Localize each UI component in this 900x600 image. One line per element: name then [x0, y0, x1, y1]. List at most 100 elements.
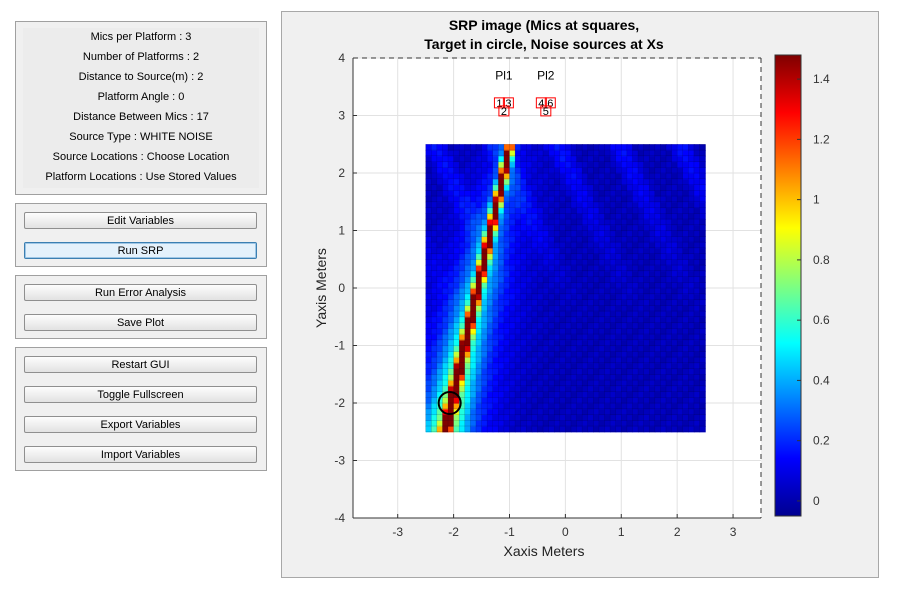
heatmap-cell [431, 253, 438, 260]
heatmap-cell [660, 270, 667, 278]
heatmap-cell [487, 328, 494, 335]
heatmap-cell [425, 414, 432, 421]
heatmap-cell [582, 178, 589, 186]
heatmap-cell [425, 270, 432, 278]
heatmap-cell [515, 316, 522, 324]
toggle-fullscreen-button[interactable]: Toggle Fullscreen [24, 386, 257, 403]
heatmap-cell [615, 236, 622, 243]
heatmap-cell [682, 380, 689, 387]
heatmap-cell [459, 201, 466, 209]
heatmap-cell [565, 207, 572, 214]
srp-plot[interactable]: SRP image (Mics at squares, Target in ci… [282, 12, 880, 579]
heatmap-cell [503, 150, 511, 157]
heatmap-cell [481, 167, 488, 174]
run-srp-button[interactable]: Run SRP [24, 242, 257, 259]
heatmap-cell [481, 242, 488, 249]
heatmap-cell [660, 403, 667, 410]
heatmap-cell [548, 144, 555, 151]
heatmap-cell [487, 299, 494, 306]
heatmap-cell [649, 184, 656, 191]
heatmap-cell [665, 230, 673, 237]
heatmap-cell [515, 397, 522, 404]
run-error-analysis-button[interactable]: Run Error Analysis [24, 284, 257, 301]
heatmap-cell [475, 196, 483, 203]
heatmap-cell [425, 259, 432, 266]
heatmap-cell [520, 247, 527, 255]
edit-variables-button[interactable]: Edit Variables [24, 212, 257, 229]
info-source-locations: Source Locations : Choose Location [52, 151, 230, 163]
heatmap-cell [693, 334, 701, 341]
heatmap-cell [682, 236, 689, 243]
heatmap-cell [526, 150, 533, 157]
heatmap-cell [632, 299, 639, 306]
heatmap-cell [459, 345, 466, 352]
heatmap-cell [531, 270, 539, 278]
heatmap-cell [643, 414, 650, 421]
heatmap-cell [531, 213, 539, 220]
heatmap-cell [537, 403, 544, 410]
heatmap-cell [498, 368, 505, 375]
heatmap-cell [503, 259, 511, 266]
heatmap-cell [436, 339, 444, 347]
heatmap-cell [475, 224, 483, 232]
heatmap-cell [699, 144, 706, 151]
heatmap-cell [587, 213, 594, 220]
heatmap-cell [565, 276, 572, 283]
heatmap-cell [570, 196, 578, 203]
heatmap-cell [554, 253, 561, 260]
heatmap-cell [649, 242, 656, 249]
heatmap-cell [503, 230, 511, 237]
heatmap-cell [665, 242, 673, 249]
heatmap-cell [576, 288, 583, 295]
heatmap-cell [610, 259, 617, 266]
heatmap-cell [459, 270, 466, 278]
heatmap-cell [498, 161, 505, 168]
heatmap-cell [671, 293, 678, 301]
heatmap-cell [475, 265, 483, 272]
restart-gui-button[interactable]: Restart GUI [24, 356, 257, 373]
heatmap-cell [453, 207, 460, 214]
heatmap-cell [621, 311, 628, 318]
heatmap-cell [498, 339, 505, 347]
heatmap-cell [677, 207, 684, 214]
heatmap-cell [543, 276, 550, 283]
heatmap-cell [565, 362, 572, 370]
heatmap-cell [475, 322, 483, 329]
heatmap-cell [604, 259, 611, 266]
heatmap-cell [671, 219, 678, 226]
heatmap-cell [453, 345, 460, 352]
heatmap-cell [582, 242, 589, 249]
heatmap-cell [531, 207, 539, 214]
heatmap-cell [610, 322, 617, 329]
heatmap-cell [582, 196, 589, 203]
heatmap-cell [654, 380, 661, 387]
export-variables-button[interactable]: Export Variables [24, 416, 257, 433]
heatmap-cell [526, 270, 533, 278]
heatmap-cell [459, 351, 466, 358]
heatmap-cell [632, 403, 639, 410]
heatmap-cell [425, 276, 432, 283]
heatmap-cell [442, 403, 449, 410]
heatmap-cell [671, 167, 678, 174]
heatmap-cell [587, 385, 594, 393]
heatmap-cell [442, 213, 449, 220]
heatmap-cell [565, 173, 572, 180]
heatmap-cell [520, 397, 527, 404]
platform-label: Pl2 [537, 68, 555, 82]
import-variables-button[interactable]: Import Variables [24, 446, 257, 463]
heatmap-cell [593, 155, 600, 163]
y-tick-label: 2 [338, 166, 345, 180]
heatmap-cell [699, 374, 706, 381]
heatmap-cell [481, 408, 488, 416]
heatmap-cell [576, 270, 583, 278]
save-plot-button[interactable]: Save Plot [24, 314, 257, 331]
heatmap-cell [610, 276, 617, 283]
heatmap-cell [638, 207, 645, 214]
heatmap-cell [453, 219, 460, 226]
heatmap-cell [660, 247, 667, 255]
heatmap-cell [682, 247, 689, 255]
heatmap-cell [498, 173, 505, 180]
heatmap-cell [593, 351, 600, 358]
heatmap-cell [487, 173, 494, 180]
colorbar-tick-label: 0.2 [813, 434, 830, 448]
